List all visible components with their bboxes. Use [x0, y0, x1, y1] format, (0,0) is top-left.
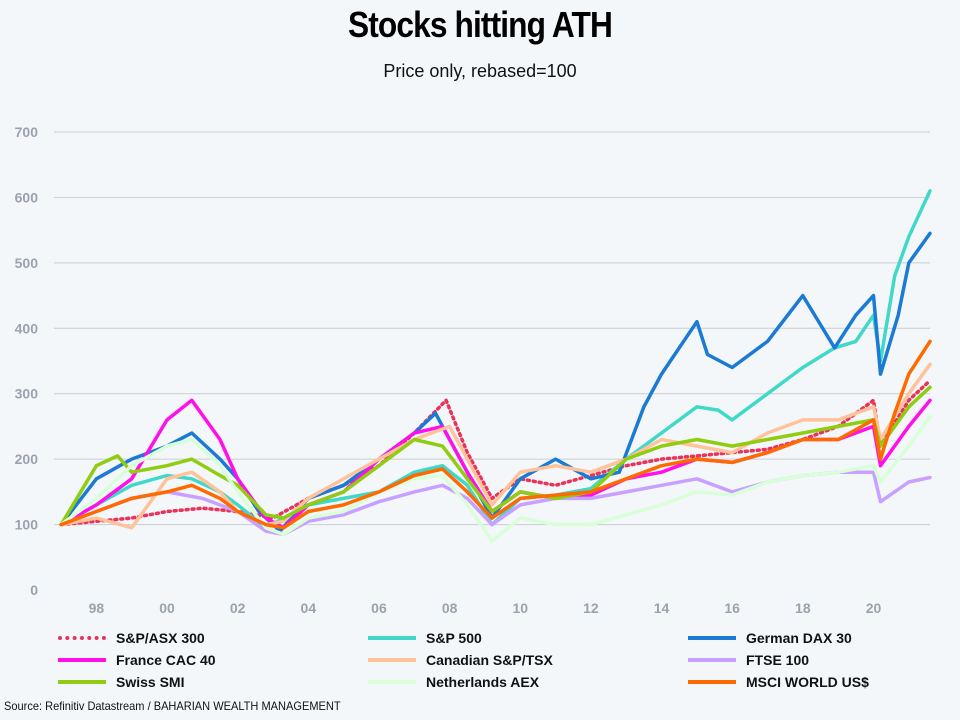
legend-label: Swiss SMI	[116, 674, 185, 690]
x-tick-label: 06	[371, 600, 387, 616]
grid-lines	[54, 131, 930, 526]
legend-item: FTSE 100	[688, 650, 809, 670]
legend-label: S&P/ASX 300	[116, 630, 205, 646]
x-tick-label: 10	[512, 600, 528, 616]
x-tick-label: 20	[866, 600, 882, 616]
x-tick-label: 18	[795, 600, 811, 616]
y-tick-label: 700	[15, 124, 39, 140]
x-tick-label: 00	[159, 600, 175, 616]
legend-label: France CAC 40	[116, 652, 216, 668]
x-tick-label: 04	[301, 600, 317, 616]
legend-swatch	[368, 658, 416, 662]
x-tick-label: 08	[442, 600, 458, 616]
legend-swatch	[688, 658, 736, 662]
legend-item: MSCI WORLD US$	[688, 672, 869, 692]
source-note: Source: Refinitiv Datastream / BAHARIAN …	[4, 699, 341, 713]
y-tick-label: 200	[15, 451, 39, 467]
legend-label: S&P 500	[426, 630, 482, 646]
legend-label: Netherlands AEX	[426, 674, 540, 690]
legend-label: MSCI WORLD US$	[746, 674, 869, 690]
legend-swatch	[688, 636, 736, 640]
y-tick-label: 500	[15, 255, 39, 271]
legend-swatch	[368, 680, 416, 684]
legend-swatch	[368, 636, 416, 640]
legend-item: S&P/ASX 300	[58, 628, 205, 648]
legend-item: Netherlands AEX	[368, 672, 539, 692]
x-tick-label: 14	[654, 600, 670, 616]
x-tick-label: 16	[724, 600, 740, 616]
chart-subtitle: Price only, rebased=100	[383, 61, 577, 81]
y-tick-label: 600	[15, 189, 39, 205]
series-lines	[59, 189, 932, 543]
legend-item: S&P 500	[368, 628, 482, 648]
series-line-msci-world-us-	[59, 339, 932, 530]
y-tick-label: 100	[15, 517, 39, 533]
legend-label: German DAX 30	[746, 630, 852, 646]
legend-item: German DAX 30	[688, 628, 852, 648]
series-line-canadian-s-p-tsx	[59, 362, 932, 530]
y-tick-label: 0	[30, 582, 38, 598]
x-tick-label: 12	[583, 600, 599, 616]
x-axis-ticks: 98 00 02 04 06 08 10 12 14 16 18 20	[89, 600, 882, 616]
line-chart-plot: 0 100 200 300 400 500 600 700 98 00 02 04 06 08 10 12 1…	[15, 124, 932, 616]
y-tick-label: 400	[15, 320, 39, 336]
series-line-swiss-smi	[59, 385, 932, 527]
legend-item: Canadian S&P/TSX	[368, 650, 553, 670]
legend-label: Canadian S&P/TSX	[426, 652, 553, 668]
y-tick-label: 300	[15, 386, 39, 402]
x-tick-label: 98	[89, 600, 105, 616]
legend-swatch	[58, 658, 106, 662]
legend-item: Swiss SMI	[58, 672, 184, 692]
legend-swatch	[58, 636, 106, 640]
chart-title: Stocks hitting ATH	[348, 4, 613, 45]
legend-label: FTSE 100	[746, 652, 810, 668]
legend-swatch	[688, 680, 736, 684]
legend-item: France CAC 40	[58, 650, 216, 670]
y-axis-ticks: 0 100 200 300 400 500 600 700	[15, 124, 39, 598]
x-tick-label: 02	[230, 600, 246, 616]
series-line-netherlands-aex	[59, 414, 932, 543]
legend-swatch	[58, 680, 106, 684]
